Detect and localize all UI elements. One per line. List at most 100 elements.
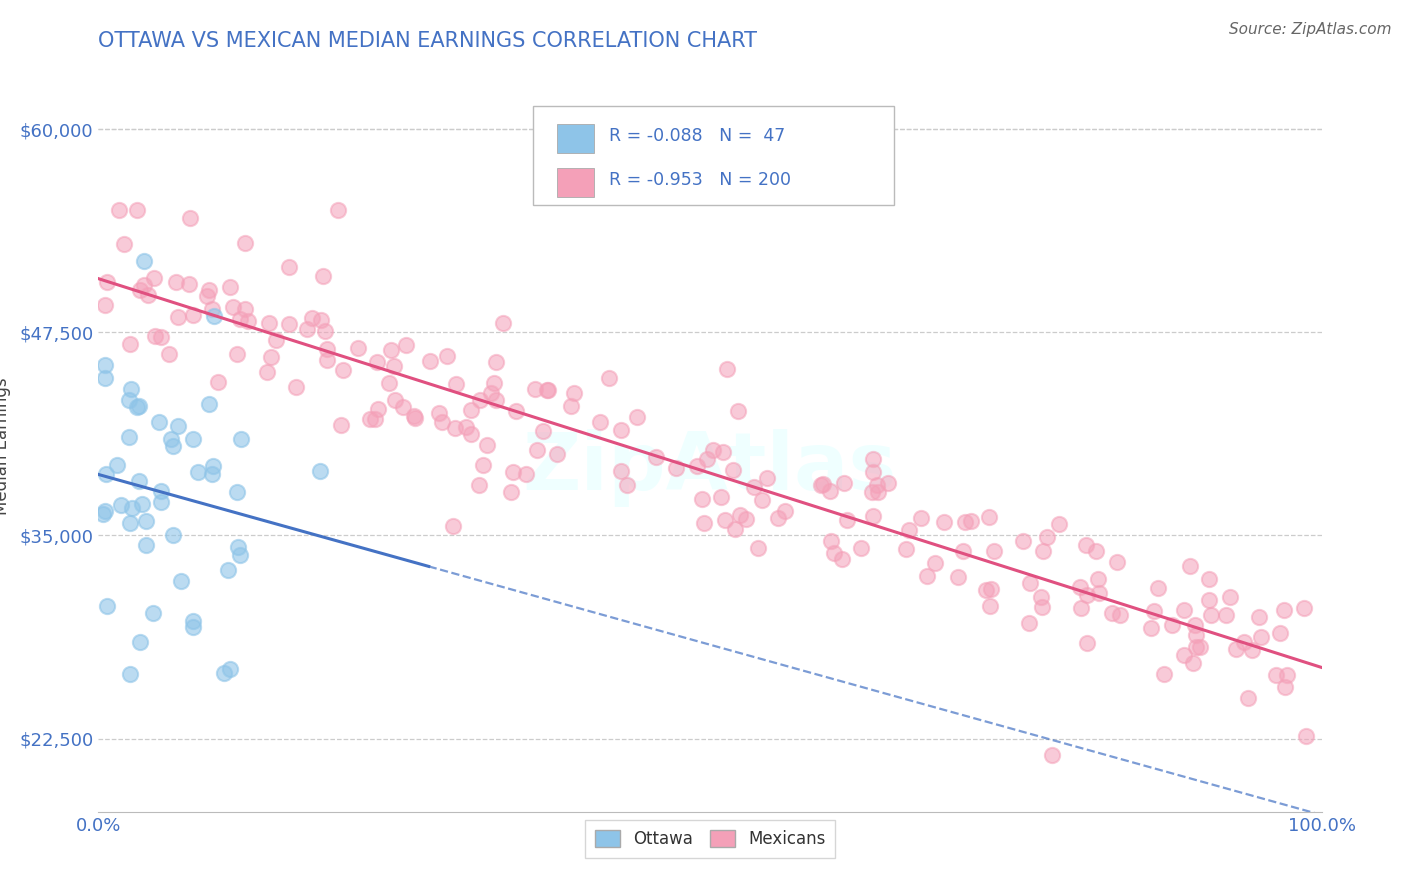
Point xyxy=(862,466,884,480)
Point xyxy=(159,432,181,446)
Point xyxy=(378,376,401,390)
Point xyxy=(1069,580,1091,594)
Point xyxy=(492,316,515,330)
Point xyxy=(107,203,129,218)
Point xyxy=(1268,626,1291,640)
Point xyxy=(170,574,193,588)
Point xyxy=(226,540,249,554)
Point xyxy=(980,582,1002,596)
Point xyxy=(430,415,453,429)
Point xyxy=(751,493,773,508)
Point xyxy=(148,415,170,429)
Point xyxy=(162,439,184,453)
Point xyxy=(702,442,724,457)
Point xyxy=(616,477,638,491)
Point xyxy=(1180,558,1202,573)
Point xyxy=(384,392,406,407)
Point xyxy=(756,471,779,485)
Point xyxy=(112,237,135,252)
Point xyxy=(477,438,499,452)
Point xyxy=(1185,640,1208,654)
Text: Source: ZipAtlas.com: Source: ZipAtlas.com xyxy=(1229,22,1392,37)
Point xyxy=(367,401,389,416)
Point xyxy=(359,411,381,425)
Point xyxy=(773,504,796,518)
Point xyxy=(118,430,141,444)
Point xyxy=(610,423,633,437)
Point xyxy=(1019,575,1042,590)
Point xyxy=(1035,530,1057,544)
Point xyxy=(125,401,148,415)
Point xyxy=(1264,668,1286,682)
Point xyxy=(468,393,491,408)
Point xyxy=(1140,621,1163,635)
Point xyxy=(723,522,745,536)
Point xyxy=(118,337,141,351)
Point xyxy=(960,514,983,528)
Point xyxy=(1018,615,1040,630)
Point xyxy=(264,333,287,347)
Point xyxy=(96,275,118,289)
Point xyxy=(315,343,337,357)
Point xyxy=(134,253,156,268)
Point xyxy=(1218,590,1240,604)
Point xyxy=(257,316,280,330)
Point xyxy=(1147,581,1170,595)
Point xyxy=(315,353,337,368)
Point xyxy=(395,338,418,352)
Point xyxy=(150,483,173,498)
Point xyxy=(868,485,890,500)
Point xyxy=(818,483,841,498)
Point xyxy=(93,358,115,372)
Point xyxy=(142,607,165,621)
Point xyxy=(1173,602,1195,616)
Point xyxy=(198,283,221,297)
Point xyxy=(479,385,502,400)
Point xyxy=(314,324,336,338)
Point xyxy=(1032,543,1054,558)
Point xyxy=(721,463,744,477)
Point xyxy=(686,458,709,473)
Point xyxy=(136,288,159,302)
Point xyxy=(181,614,204,628)
Point xyxy=(862,452,884,467)
Point xyxy=(471,458,494,473)
Point xyxy=(380,343,402,358)
Point xyxy=(229,312,252,326)
Point xyxy=(665,461,688,475)
Point xyxy=(236,314,259,328)
Point xyxy=(727,404,749,418)
Point xyxy=(468,477,491,491)
Point xyxy=(96,599,118,614)
Point xyxy=(142,270,165,285)
Point xyxy=(118,667,141,681)
Point xyxy=(766,511,789,525)
Point xyxy=(284,379,307,393)
Point xyxy=(150,330,173,344)
Point xyxy=(201,301,224,316)
Point xyxy=(219,662,242,676)
Point xyxy=(460,402,482,417)
Point xyxy=(979,510,1001,524)
Point xyxy=(1173,648,1195,662)
Point xyxy=(195,289,218,303)
Point xyxy=(135,538,157,552)
Point xyxy=(427,406,450,420)
Point xyxy=(120,382,142,396)
Point xyxy=(866,477,889,491)
Point xyxy=(149,495,172,509)
Point xyxy=(217,563,239,577)
Point xyxy=(897,523,920,537)
Point xyxy=(330,417,353,432)
Point xyxy=(201,467,224,481)
Point xyxy=(107,458,129,472)
Point xyxy=(177,277,200,292)
Point xyxy=(419,353,441,368)
Point xyxy=(832,476,855,491)
Point xyxy=(860,484,883,499)
Point xyxy=(515,467,537,481)
Point xyxy=(309,464,332,478)
Point xyxy=(231,432,253,446)
FancyBboxPatch shape xyxy=(557,124,593,153)
Point xyxy=(482,376,505,390)
